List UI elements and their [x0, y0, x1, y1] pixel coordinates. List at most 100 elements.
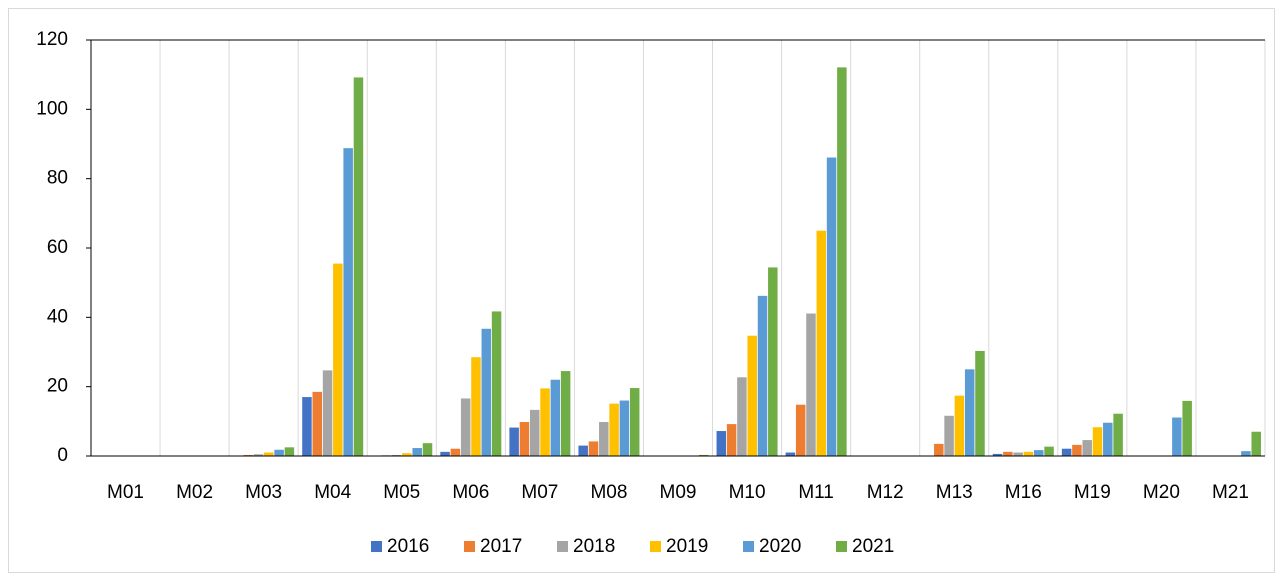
legend-label: 2020	[759, 536, 801, 557]
legend-label: 2018	[573, 536, 615, 557]
legend-label: 2019	[666, 536, 708, 557]
x-tick-label: M13	[936, 482, 973, 503]
bar	[353, 77, 364, 456]
bar	[509, 427, 519, 456]
x-tick-label: M11	[798, 482, 834, 503]
bar	[440, 451, 450, 456]
bar	[519, 422, 530, 456]
bar	[944, 415, 954, 456]
x-tick-label: M19	[1074, 482, 1111, 503]
legend-swatch	[371, 541, 382, 552]
x-tick-label: M05	[383, 482, 420, 503]
legend-swatch	[836, 541, 847, 552]
x-tick-label: M12	[867, 482, 904, 503]
bar	[975, 350, 985, 456]
bar	[757, 295, 768, 456]
y-tick-label: 60	[47, 237, 68, 258]
bar	[992, 453, 1003, 456]
legend-swatch	[464, 541, 475, 552]
bar	[1082, 440, 1092, 456]
bar	[1113, 413, 1123, 456]
bar	[1033, 450, 1044, 456]
y-tick-label: 20	[47, 376, 68, 397]
bar	[312, 391, 323, 456]
bar	[837, 67, 847, 457]
bar	[1023, 451, 1034, 456]
bar	[391, 454, 402, 456]
x-tick-label: M16	[1005, 482, 1042, 503]
bar	[1103, 422, 1113, 456]
bar	[1251, 431, 1261, 456]
bar	[450, 448, 461, 456]
bar	[747, 335, 757, 456]
bar	[716, 431, 727, 456]
bar	[264, 452, 274, 456]
bar	[284, 447, 295, 456]
bar	[1072, 444, 1082, 456]
bar	[826, 157, 837, 456]
bar	[243, 454, 253, 456]
x-tick-label: M02	[176, 482, 213, 503]
bar	[964, 369, 975, 456]
bar	[491, 311, 502, 456]
bar	[619, 400, 630, 456]
bar	[333, 263, 343, 456]
x-tick-label: M04	[314, 482, 351, 503]
y-tick-label: 120	[36, 29, 68, 50]
y-tick-label: 40	[47, 306, 68, 327]
bar	[806, 313, 816, 456]
bar	[1182, 400, 1192, 456]
legend-label: 2021	[852, 536, 894, 557]
legend-swatch	[743, 541, 754, 552]
bar	[253, 454, 264, 456]
x-tick-label: M21	[1212, 482, 1249, 503]
legend-swatch	[557, 541, 568, 552]
legend-label: 2016	[387, 536, 429, 557]
bar	[550, 379, 561, 456]
bar	[412, 448, 422, 456]
bar	[343, 148, 353, 456]
x-tick-label: M10	[729, 482, 766, 503]
x-tick-label: M08	[590, 482, 627, 503]
x-tick-label: M07	[521, 482, 558, 503]
bar	[795, 404, 806, 456]
bar	[588, 441, 599, 456]
y-tick-label: 0	[57, 445, 68, 466]
bar	[768, 267, 778, 456]
legend-label: 2017	[480, 536, 522, 557]
x-tick-label: M01	[107, 482, 144, 503]
bar	[1061, 448, 1072, 456]
bar	[934, 443, 944, 456]
bar	[737, 377, 747, 456]
bar	[726, 424, 737, 456]
bar	[599, 422, 609, 456]
bar	[629, 388, 640, 456]
bar	[540, 388, 550, 456]
bar	[529, 409, 540, 456]
y-tick-label: 100	[36, 98, 68, 119]
bar	[1013, 452, 1023, 456]
x-tick-label: M09	[660, 482, 697, 503]
bar	[402, 453, 412, 456]
y-tick-label: 80	[47, 168, 68, 189]
bar	[609, 403, 619, 456]
bar	[322, 370, 333, 456]
bar	[274, 449, 284, 456]
bar	[1003, 451, 1013, 456]
bar	[1092, 427, 1103, 456]
bar	[699, 454, 709, 456]
bar	[422, 443, 433, 456]
chart-border	[8, 8, 1275, 573]
bar	[560, 371, 571, 456]
bar	[816, 230, 827, 456]
legend-swatch	[650, 541, 661, 552]
bar	[1044, 446, 1054, 456]
x-tick-label: M20	[1143, 482, 1180, 503]
bar	[481, 328, 492, 456]
bar	[1172, 417, 1182, 456]
x-tick-label: M03	[245, 482, 282, 503]
bar	[471, 357, 481, 456]
bar	[954, 395, 965, 456]
